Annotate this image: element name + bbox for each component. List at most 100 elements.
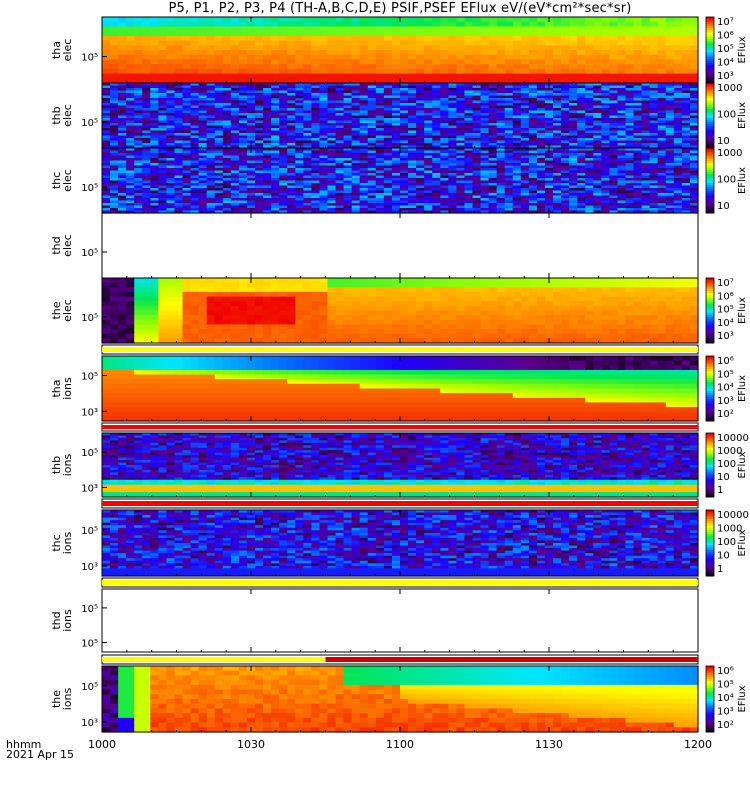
- heatmap-cell: [134, 113, 143, 117]
- heatmap-cell: [633, 123, 643, 127]
- heatmap-cell: [126, 103, 135, 107]
- heatmap-cell: [287, 133, 296, 137]
- heatmap-cell: [625, 123, 635, 127]
- heatmap-cell: [625, 73, 635, 79]
- heatmap-cell: [295, 130, 304, 134]
- heatmap-cell: [464, 17, 474, 23]
- heatmap-cell: [383, 120, 393, 124]
- heatmap-cell: [504, 135, 514, 139]
- heatmap-cell: [222, 93, 232, 97]
- heatmap-cell: [496, 31, 506, 37]
- heatmap-cell: [536, 123, 546, 127]
- heatmap-cell: [400, 90, 409, 94]
- heatmap-cell: [303, 108, 312, 112]
- heatmap-cell: [222, 78, 232, 84]
- heatmap-cell: [230, 85, 240, 89]
- heatmap-cell: [319, 120, 329, 124]
- heatmap-cell: [528, 31, 538, 37]
- heatmap-cell: [391, 130, 401, 134]
- heatmap-cell: [126, 21, 135, 28]
- heatmap-cell: [577, 105, 586, 109]
- heatmap-cell: [303, 130, 312, 134]
- heatmap-cell: [367, 68, 377, 75]
- heatmap-cell: [271, 98, 280, 102]
- heatmap-cell: [520, 100, 530, 104]
- colorbar-swatch: [706, 17, 714, 20]
- heatmap-cell: [561, 113, 570, 117]
- heatmap-cell: [174, 125, 184, 129]
- heatmap-cell: [230, 145, 240, 149]
- heatmap-cell: [238, 21, 248, 28]
- heatmap-cell: [158, 98, 168, 102]
- heatmap-cell: [222, 103, 232, 107]
- heatmap-cell: [440, 93, 449, 97]
- heatmap-cell: [238, 120, 248, 124]
- heatmap-cell: [134, 143, 143, 147]
- heatmap-cell: [472, 110, 482, 114]
- heatmap-cell: [190, 138, 200, 142]
- heatmap-cell: [504, 17, 514, 23]
- heatmap-cell: [351, 73, 361, 79]
- heatmap-cell: [577, 103, 586, 107]
- heatmap-cell: [319, 123, 329, 127]
- heatmap-cell: [150, 59, 159, 65]
- heatmap-cell: [544, 130, 554, 134]
- heatmap-cell: [319, 31, 329, 37]
- heatmap-cell: [544, 88, 554, 92]
- heatmap-cell: [238, 113, 248, 117]
- heatmap-cell: [424, 88, 433, 92]
- heatmap-cell: [182, 83, 192, 87]
- heatmap-cell: [593, 83, 602, 87]
- heatmap-cell: [577, 31, 586, 37]
- heatmap-cell: [279, 133, 288, 137]
- heatmap-cell: [544, 26, 554, 32]
- heatmap-cell: [367, 145, 377, 149]
- heatmap-cell: [214, 98, 224, 102]
- heatmap-cell: [544, 103, 554, 107]
- heatmap-cell: [681, 21, 691, 28]
- heatmap-cell: [383, 110, 393, 114]
- heatmap-cell: [641, 68, 651, 75]
- heatmap-cell: [295, 59, 304, 65]
- heatmap-cell: [464, 100, 474, 104]
- heatmap-cell: [416, 31, 425, 37]
- heatmap-cell: [641, 31, 651, 37]
- heatmap-cell: [375, 45, 385, 51]
- heatmap-cell: [520, 93, 530, 97]
- heatmap-cell: [520, 31, 530, 37]
- heatmap-cell: [657, 31, 667, 37]
- heatmap-cell: [553, 93, 562, 97]
- heatmap-cell: [271, 83, 280, 87]
- heatmap-cell: [464, 143, 474, 147]
- heatmap-cell: [569, 54, 578, 61]
- heatmap-cell: [424, 143, 433, 147]
- heatmap-cell: [480, 135, 490, 139]
- heatmap-cell: [295, 123, 304, 127]
- heatmap-cell: [238, 110, 248, 114]
- heatmap-cell: [601, 85, 610, 89]
- heatmap-cell: [166, 83, 176, 87]
- colorbar-swatch: [706, 25, 714, 29]
- heatmap-cell: [303, 78, 312, 84]
- heatmap-cell: [440, 83, 449, 87]
- heatmap-cell: [255, 100, 264, 104]
- heatmap-cell: [335, 90, 345, 94]
- heatmap-cell: [689, 40, 699, 46]
- heatmap-cell: [118, 115, 127, 119]
- heatmap-cell: [375, 64, 385, 70]
- heatmap-cell: [391, 88, 401, 92]
- heatmap-cell: [327, 73, 337, 79]
- heatmap-cell: [327, 64, 337, 70]
- heatmap-cell: [416, 120, 425, 124]
- heatmap-cell: [400, 83, 409, 87]
- heatmap-cell: [319, 145, 329, 149]
- heatmap-cell: [528, 98, 538, 102]
- heatmap-cell: [585, 83, 594, 87]
- heatmap-cell: [271, 31, 280, 37]
- heatmap-cell: [311, 17, 321, 23]
- heatmap-cell: [561, 118, 570, 122]
- heatmap-cell: [609, 108, 619, 112]
- heatmap-cell: [303, 31, 312, 37]
- heatmap-cell: [150, 45, 159, 51]
- heatmap-cell: [134, 125, 143, 129]
